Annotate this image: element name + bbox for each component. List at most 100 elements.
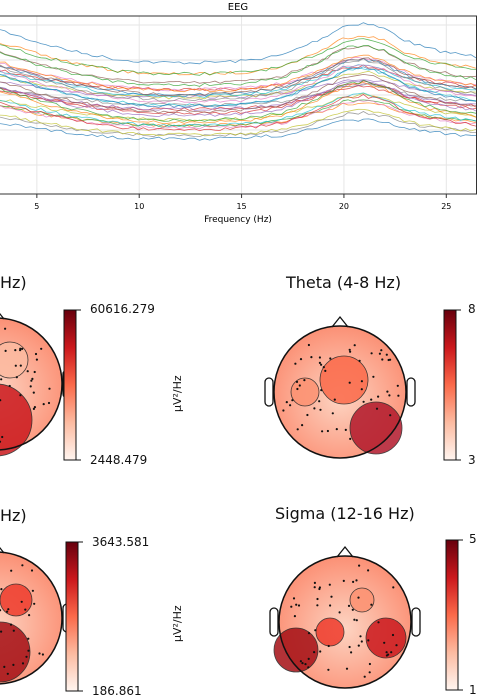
topomap-3-sensor <box>355 579 358 582</box>
topomap-1-sensor <box>324 369 327 372</box>
topomap-3-ear-left <box>269 607 279 637</box>
topomap-1-sensor <box>353 344 356 347</box>
topomap-2-sensor <box>0 630 3 633</box>
psd-trace-1 <box>0 35 477 76</box>
topomap-1-sensor <box>387 358 390 362</box>
colorbar-1 <box>443 309 461 461</box>
topomap-3-head-outline <box>278 555 412 689</box>
topomap-1-sensor <box>348 348 351 351</box>
topomap-3-sensor <box>307 657 310 661</box>
topomap-0-hotspot-1 <box>0 341 29 379</box>
topomap-1-sensor <box>377 395 380 398</box>
psd-trace-33 <box>0 93 477 132</box>
topomap-3-sensor <box>316 604 319 607</box>
colorbar-1-max: 8 <box>468 302 476 316</box>
topomap-0-sensor <box>48 387 51 390</box>
psd-trace-32 <box>0 79 477 122</box>
colorbar-1-min: 3 <box>468 453 476 467</box>
psd-trace-31 <box>0 81 477 125</box>
topomap-3-sensor <box>351 608 354 611</box>
topomap-3-sensor <box>357 644 360 647</box>
topomap-0-sensor <box>19 364 22 367</box>
topomap-2-sensor <box>6 610 9 613</box>
topomap-0-sensor <box>0 399 2 402</box>
topomap-1-sensor <box>362 400 365 403</box>
topomap-2-sensor <box>12 629 15 632</box>
topomap-3-sensor <box>358 564 361 567</box>
psd-trace-20 <box>0 66 477 108</box>
colorbar-3 <box>445 539 463 691</box>
psd-trace-29 <box>0 92 477 128</box>
topomap-0-sensor <box>4 327 7 330</box>
topomap-2-sensor <box>21 564 24 567</box>
topomap-3-sensor <box>357 596 360 599</box>
topomap-1-sensor <box>303 379 306 382</box>
topomap-1-sensor <box>331 412 334 415</box>
topomap-3-sensor <box>353 618 356 621</box>
psd-trace-25 <box>0 73 477 114</box>
topomap-2-nose <box>0 546 5 554</box>
topomap-3-sensor <box>319 650 322 653</box>
topomap-3-hotspot-1 <box>365 617 407 659</box>
topomap-0-sensor <box>32 407 36 410</box>
psd-trace-12 <box>0 45 477 87</box>
psd-title: EEG <box>228 2 248 13</box>
topomap-0-sensor <box>8 384 11 388</box>
topomap-1-hotspot-2 <box>290 377 320 407</box>
topomap-0-sensor <box>33 406 37 409</box>
topomap-1-sensor <box>299 358 303 361</box>
topomap-3-sensor <box>345 667 349 670</box>
topomap-1-sensor <box>285 401 288 404</box>
topomap-3-sensor <box>368 662 371 666</box>
topomap-1-sensor <box>386 390 389 393</box>
topomap-1-ear-left <box>264 377 274 407</box>
psd-trace-15 <box>0 57 477 97</box>
topomap-3-sensor <box>363 675 366 678</box>
topomap-2-sensor <box>33 602 36 605</box>
topomap-1-sensor <box>320 363 323 366</box>
topomap-3-sensor <box>383 641 386 644</box>
topomap-1-sensor <box>372 375 375 378</box>
topomap-1-sensor <box>282 409 285 412</box>
topomap-2-sensor <box>27 637 30 640</box>
psd-x-ticks: 5 10 15 20 25 <box>34 194 451 211</box>
topomap-2-head-outline <box>0 551 63 685</box>
topomap-2-sensor <box>38 652 41 655</box>
topomap-1-sensor <box>295 380 299 383</box>
topomap-0-sensor <box>34 352 38 356</box>
topomap-3-sensor <box>367 639 370 642</box>
topomap-3 <box>269 545 421 689</box>
topomap-2-sensor <box>0 609 2 612</box>
psd-panel: EEG 5 10 15 20 25 Frequency (Hz) <box>0 2 477 225</box>
colorbar-0-min: 2448.479 <box>90 453 148 467</box>
colorbar-0-max: 60616.279 <box>90 302 155 316</box>
topomap-1-sensor <box>389 414 392 417</box>
topomap-0-sensor <box>14 364 17 367</box>
topomap-1-sensor <box>318 356 321 359</box>
topomap-1-sensor <box>313 407 316 410</box>
topomap-3-sensor <box>355 619 358 622</box>
topomap-3-sensor <box>377 621 380 624</box>
topomap-0-sensor <box>33 370 36 374</box>
topomap-0-sensor <box>35 358 39 361</box>
psd-x-tick-label-15: 15 <box>236 202 246 211</box>
topomap-0-sensor <box>40 347 43 350</box>
topomap-2-sensor <box>31 589 34 592</box>
topomap-2-sensor <box>10 569 13 572</box>
topomap-1-hotspot-0 <box>349 401 403 455</box>
psd-trace-11 <box>0 54 477 93</box>
colorbar-2-unit: µV²/Hz <box>171 605 184 642</box>
colorbar-2 <box>65 541 83 692</box>
psd-trace-22 <box>0 99 477 128</box>
topomap-2-sensor <box>7 608 10 611</box>
topomap-2-sensor <box>24 608 27 611</box>
topomap-3-sensor <box>295 603 298 606</box>
colorbar-3-max: 5 <box>469 532 477 546</box>
topomap-1-sensor <box>396 384 399 387</box>
topomap-1-head-outline <box>273 325 407 459</box>
topomap-3-sensor <box>314 629 317 632</box>
topomap-3-sensor <box>360 640 363 643</box>
topomap-0-sensor <box>32 391 35 394</box>
psd-trace-24 <box>0 79 477 118</box>
